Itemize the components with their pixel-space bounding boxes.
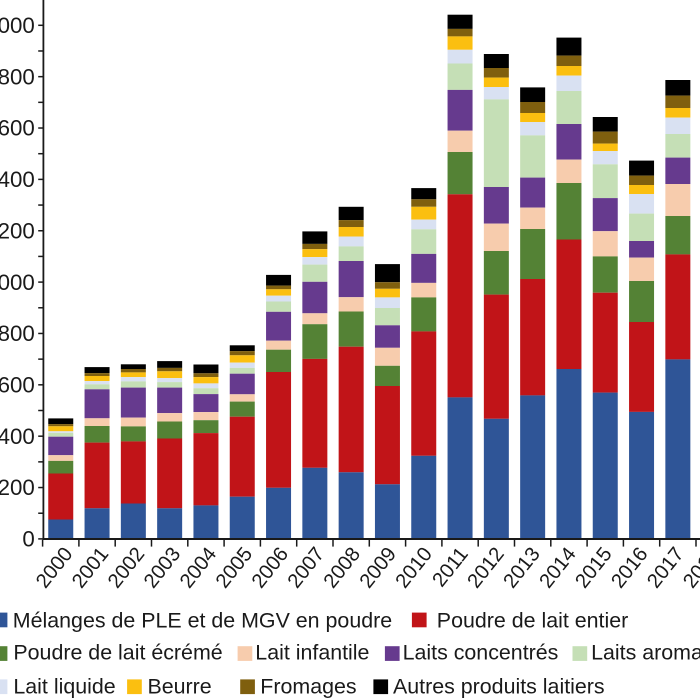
svg-text:Poudre de lait écrémé: Poudre de lait écrémé — [13, 641, 222, 665]
svg-text:1 600: 1 600 — [0, 116, 35, 141]
svg-text:Poudre de lait entier: Poudre de lait entier — [437, 609, 628, 633]
svg-text:800: 800 — [0, 321, 35, 346]
svg-text:Beurre: Beurre — [148, 675, 212, 699]
svg-text:600: 600 — [0, 373, 35, 398]
svg-text:1 000: 1 000 — [0, 270, 35, 295]
svg-text:1 800: 1 800 — [0, 64, 35, 89]
svg-text:Laits aromatisés: Laits aromatisés — [591, 641, 700, 665]
svg-text:1 200: 1 200 — [0, 218, 35, 243]
svg-text:1 400: 1 400 — [0, 167, 35, 192]
svg-text:Fromages: Fromages — [260, 675, 356, 699]
svg-text:Autres produits laitiers: Autres produits laitiers — [393, 675, 605, 699]
svg-text:Lait infantile: Lait infantile — [255, 641, 369, 665]
svg-text:Lait liquide: Lait liquide — [13, 675, 115, 699]
svg-text:0: 0 — [22, 527, 34, 552]
svg-text:Laits concentrés: Laits concentrés — [403, 641, 559, 665]
svg-text:400: 400 — [0, 424, 35, 449]
svg-text:200: 200 — [0, 475, 35, 500]
svg-text:2 000: 2 000 — [0, 13, 35, 38]
svg-text:Mélanges de PLE et de MGV en p: Mélanges de PLE et de MGV en poudre — [13, 609, 392, 633]
